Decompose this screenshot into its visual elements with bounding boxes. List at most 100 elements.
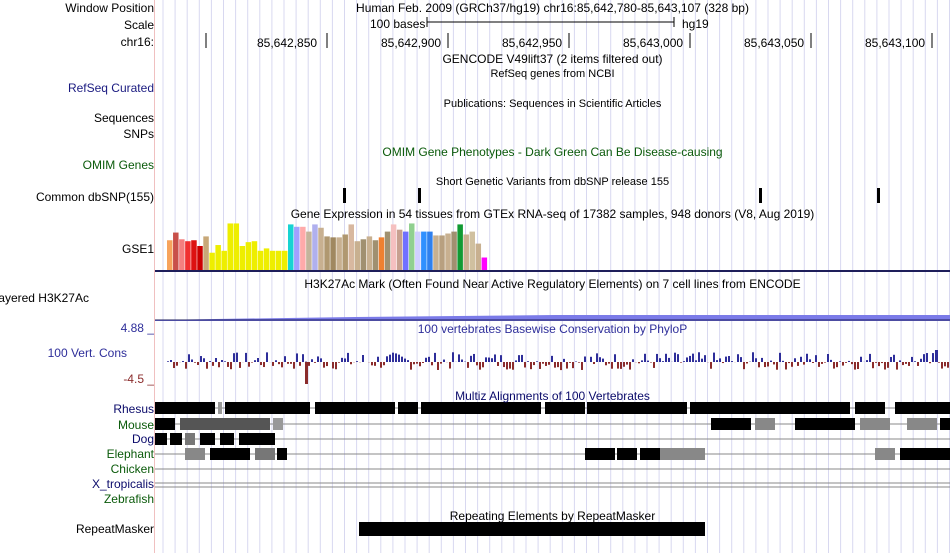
conservation-bar [677,354,679,362]
alignment-mouse [795,418,855,430]
dbsnp-track-caption: Short Genetic Variants from dbSNP releas… [435,176,670,188]
conservation-bar [530,362,532,370]
conservation-bar [947,362,949,368]
track-display-area[interactable]: Human Feb. 2009 (GRCh37/hg19) chr16:85,6… [155,0,950,553]
conservation-bar [284,356,286,362]
conservation-bar [524,362,526,368]
gse1-label[interactable]: GSE1 [121,242,154,256]
common-dbsnp-label[interactable]: Common dbSNP(155) [35,190,154,204]
conservation-bar [416,362,418,364]
conservation-bar [752,352,754,362]
conservation-bar [713,352,715,362]
conservation-bar [479,362,481,370]
conservation-bar [680,362,682,363]
conservation-bar [461,359,463,362]
species-label-x-tropicalis[interactable]: X_tropicalis [91,477,154,491]
gtex-bar [409,223,415,270]
conservation-bar [803,362,805,365]
gtex-bar [396,229,403,270]
species-label-chicken[interactable]: Chicken [110,462,154,476]
gtex-bar [433,235,439,270]
conservation-bar [263,362,265,368]
gtex-bar [203,236,209,270]
conservation-bar [188,354,190,362]
gtex-bar [306,231,312,270]
conservation-bar [650,362,652,363]
conservation-bar [407,360,409,362]
conservation-bar [563,358,565,362]
conservation-bar [839,361,841,362]
scale-label: Scale [123,18,154,32]
conservation-bar [938,362,940,363]
species-label-dog[interactable]: Dog [131,432,154,446]
conservation-bar [872,362,874,369]
conservation-bar [320,358,322,362]
conservation-max-label: 4.88 _ [120,321,154,335]
conservation-min-label: -4.5 _ [123,372,154,386]
omim-genes-label[interactable]: OMIM Genes [82,158,154,172]
gtex-bar [457,224,463,270]
alignment-dog [220,433,234,445]
conservation-bar [845,362,847,363]
conservation-bar [878,362,880,367]
conservation-bar [668,357,670,362]
gtex-bar [275,250,282,270]
snps-label[interactable]: SNPs [123,127,154,141]
conservation-bar [758,362,760,368]
gtex-bar [372,240,379,270]
conservation-bar [923,354,925,362]
snp-variant [877,188,880,203]
conservation-bar [581,362,583,370]
conservation-bar [395,353,397,362]
repeatmasker-label[interactable]: RepeatMasker [75,522,154,536]
conservation-bar [791,362,793,367]
multiz-track-caption: Multiz Alignments of 100 Vertebrates [455,389,650,403]
ruler-tick-label: 85,643,000 [623,36,684,50]
conservation-bar [383,362,385,366]
conservation-bar [458,354,460,362]
gtex-bar [312,224,318,270]
conservation-bar [167,361,169,362]
gtex-bar [427,231,433,270]
alignment-rhesus [398,402,418,414]
conservation-bar [944,362,946,367]
conservation-bar [440,362,442,364]
conservation-bar [200,356,202,362]
conservation-bar [545,362,547,366]
conservation-bar [722,362,724,364]
conservation-bar [218,362,220,368]
ruler-tick-label: 85,643,100 [865,36,926,50]
species-label-zebrafish[interactable]: Zebrafish [103,492,154,506]
conservation-track-label[interactable]: 100 Vert. Cons [47,346,127,360]
conservation-bar [830,359,832,362]
gtex-bar [348,224,354,270]
conservation-bar [317,356,319,362]
conservation-bar [848,360,850,362]
conservation-bar [185,362,187,369]
gtex-bar [179,239,185,270]
conservation-bar [860,356,862,362]
conservation-bar [476,362,478,366]
conservation-bar [254,360,256,362]
gtex-bar [342,234,348,270]
alignment-rhesus [587,402,687,414]
sequences-label[interactable]: Sequences [93,111,154,125]
species-label-elephant[interactable]: Elephant [106,447,154,461]
conservation-bar [869,353,871,362]
conservation-bar [500,355,502,362]
conservation-bar [227,362,229,367]
conservation-bar [590,356,592,362]
species-label-mouse[interactable]: Mouse [117,418,154,432]
conservation-bar [917,362,919,366]
conservation-bar [686,357,688,362]
conservation-bar [542,362,544,364]
layered-h3k27ac-label[interactable]: Layered H3K27Ac [0,291,89,305]
conservation-bar [533,362,535,366]
alignment-rhesus [155,402,215,414]
refseq-curated-label[interactable]: RefSeq Curated [67,81,154,95]
scale-assembly-text: hg19 [682,17,709,31]
species-label-rhesus[interactable]: Rhesus [113,402,154,416]
conservation-bar [776,362,778,370]
conservation-bar [809,359,811,362]
